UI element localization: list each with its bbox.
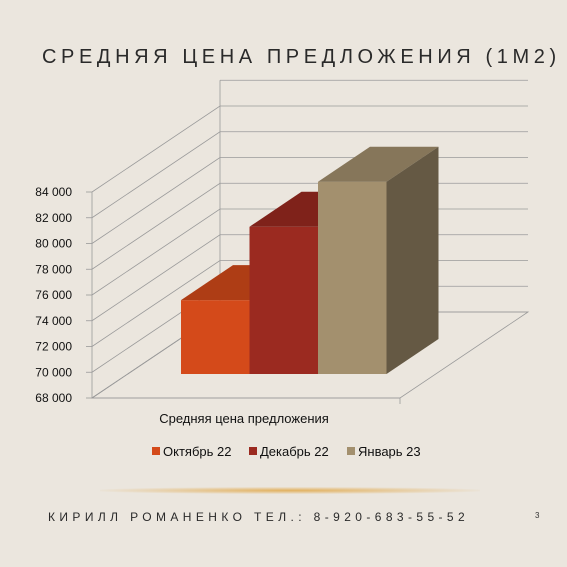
footer-contact: КИРИЛЛ РОМАНЕНКО ТЕЛ.: 8-920-683-55-52 <box>48 510 470 524</box>
bars <box>181 146 439 374</box>
legend-swatch <box>249 447 257 455</box>
y-tick-label: 68 000 <box>35 391 72 405</box>
y-tick-label: 74 000 <box>35 314 72 328</box>
legend-swatch <box>152 447 160 455</box>
x-axis-category-label: Средняя цена предложения <box>159 411 329 426</box>
y-tick-label: 80 000 <box>35 237 72 251</box>
bar-front <box>181 300 250 374</box>
gridline <box>91 105 528 193</box>
legend-swatch <box>347 447 355 455</box>
bar-3 <box>318 146 439 374</box>
y-tick-label: 84 000 <box>35 185 72 199</box>
y-axis-tick-labels: 68 000 70 000 72 000 74 000 76 000 78 000 80 0… <box>35 185 72 405</box>
bar-chart: 68 000 70 000 72 000 74 000 76 000 78 000 80 0… <box>35 79 530 459</box>
y-tick-label: 70 000 <box>35 365 72 379</box>
bar-front <box>249 226 318 374</box>
y-tick-label: 78 000 <box>35 262 72 276</box>
legend-label: Январь 23 <box>358 444 421 459</box>
gridline <box>91 131 528 219</box>
bar-2 <box>249 191 370 374</box>
y-tick-label: 76 000 <box>35 288 72 302</box>
legend-label: Октябрь 22 <box>163 444 231 459</box>
page-number: 3 <box>535 511 540 520</box>
slide-title: СРЕДНЯЯ ЦЕНА ПРЕДЛОЖЕНИЯ (1М2) <box>42 46 561 68</box>
legend: Октябрь 22 Декабрь 22 Январь 23 <box>152 444 421 459</box>
decorative-divider <box>100 487 480 494</box>
bar-top <box>318 146 439 182</box>
legend-label: Декабрь 22 <box>260 444 329 459</box>
y-tick-label: 82 000 <box>35 211 72 225</box>
y-tick-label: 72 000 <box>35 340 72 354</box>
bar-side <box>386 146 439 374</box>
bar-front <box>318 181 387 374</box>
